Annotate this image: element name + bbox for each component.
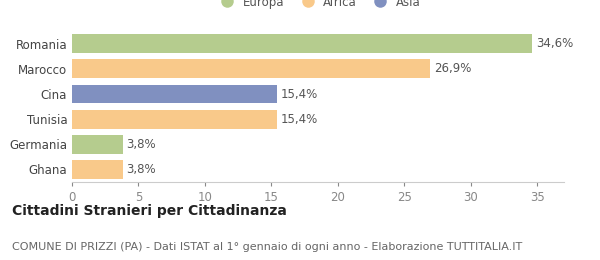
Bar — [72, 84, 277, 103]
Bar — [72, 34, 532, 53]
Text: Cittadini Stranieri per Cittadinanza: Cittadini Stranieri per Cittadinanza — [12, 204, 287, 218]
Text: 26,9%: 26,9% — [434, 62, 471, 75]
Bar — [72, 160, 122, 179]
Bar — [72, 135, 122, 154]
Text: 3,8%: 3,8% — [127, 138, 156, 151]
Text: 34,6%: 34,6% — [536, 37, 574, 50]
Text: 15,4%: 15,4% — [281, 88, 318, 101]
Bar — [72, 60, 430, 78]
Legend: Europa, Africa, Asia: Europa, Africa, Asia — [211, 0, 425, 13]
Text: 3,8%: 3,8% — [127, 163, 156, 176]
Text: COMUNE DI PRIZZI (PA) - Dati ISTAT al 1° gennaio di ogni anno - Elaborazione TUT: COMUNE DI PRIZZI (PA) - Dati ISTAT al 1°… — [12, 242, 522, 252]
Bar — [72, 110, 277, 129]
Text: 15,4%: 15,4% — [281, 113, 318, 126]
